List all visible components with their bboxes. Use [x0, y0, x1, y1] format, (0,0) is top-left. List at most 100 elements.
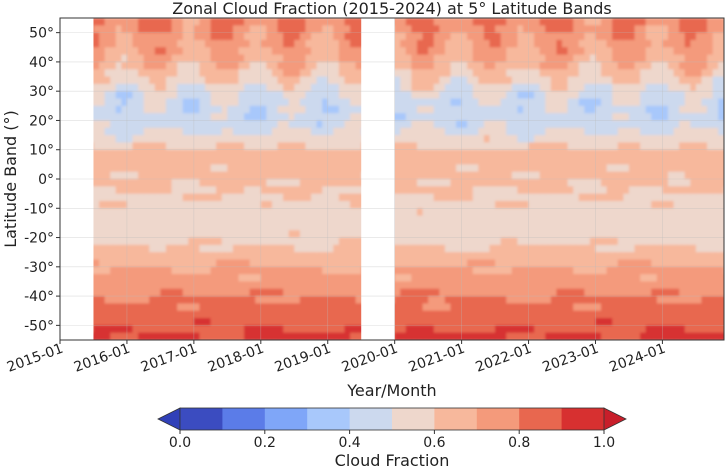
heatmap-cell	[394, 215, 401, 224]
heatmap-cell	[511, 266, 519, 275]
heatmap-cell	[193, 332, 201, 340]
heatmap-cell	[612, 47, 619, 56]
heatmap-cell	[154, 32, 162, 41]
heatmap-cell	[439, 47, 446, 56]
heatmap-cell	[416, 296, 424, 305]
heatmap-cell	[115, 39, 123, 48]
heatmap-cell	[528, 39, 535, 48]
heatmap-cell	[556, 208, 563, 217]
heatmap-cell	[138, 98, 145, 107]
heatmap-cell	[444, 274, 452, 283]
heatmap-cell	[400, 230, 407, 239]
heatmap-cell	[606, 325, 613, 334]
heatmap-cell	[115, 47, 123, 56]
heatmap-cell	[617, 244, 625, 253]
heatmap-cell	[232, 157, 240, 166]
heatmap-cell	[288, 32, 295, 41]
heatmap-cell	[495, 157, 502, 166]
heatmap-cell	[126, 215, 134, 224]
heatmap-cell	[684, 222, 692, 231]
heatmap-cell	[601, 310, 608, 319]
heatmap-cell	[411, 303, 418, 312]
heatmap-cell	[338, 296, 346, 305]
heatmap-cell	[266, 288, 273, 297]
heatmap-cell	[556, 222, 563, 231]
heatmap-cell	[612, 54, 619, 63]
heatmap-cell	[511, 296, 519, 305]
heatmap-cell	[601, 127, 608, 136]
heatmap-cell	[416, 113, 424, 122]
heatmap-cell	[495, 237, 502, 246]
heatmap-cell	[165, 83, 173, 92]
heatmap-cell	[193, 135, 201, 144]
heatmap-cell	[216, 171, 223, 180]
heatmap-cell	[483, 113, 491, 122]
heatmap-cell	[260, 179, 268, 188]
heatmap-cell	[478, 274, 485, 283]
heatmap-cell	[104, 274, 111, 283]
heatmap-cell	[160, 230, 167, 239]
heatmap-cell	[394, 105, 401, 114]
heatmap-cell	[400, 332, 407, 340]
heatmap-cell	[645, 230, 652, 239]
heatmap-cell	[617, 25, 625, 34]
heatmap-cell	[138, 230, 145, 239]
heatmap-cell	[177, 142, 184, 151]
heatmap-cell	[601, 274, 608, 283]
heatmap-cell	[121, 142, 128, 151]
heatmap-cell	[556, 32, 563, 41]
heatmap-cell	[562, 171, 569, 180]
heatmap-cell	[221, 230, 229, 239]
heatmap-cell	[277, 237, 284, 246]
heatmap-cell	[456, 91, 463, 100]
heatmap-cell	[573, 171, 580, 180]
heatmap-cell	[573, 274, 580, 283]
heatmap-cell	[606, 274, 613, 283]
heatmap-cell	[193, 91, 201, 100]
heatmap-cell	[623, 127, 630, 136]
heatmap-cell	[545, 237, 552, 246]
heatmap-cell	[467, 303, 474, 312]
heatmap-cell	[160, 288, 167, 297]
heatmap-cell	[333, 47, 340, 56]
heatmap-cell	[132, 179, 139, 188]
heatmap-cell	[556, 200, 563, 209]
heatmap-cell	[556, 164, 563, 173]
heatmap-cell	[651, 325, 658, 334]
heatmap-cell	[283, 135, 290, 144]
heatmap-cell	[684, 149, 692, 158]
heatmap-cell	[528, 266, 535, 275]
heatmap-cell	[690, 120, 697, 129]
heatmap-cell	[227, 208, 234, 217]
heatmap-cell	[350, 200, 357, 209]
heatmap-cell	[539, 32, 546, 41]
heatmap-cell	[199, 179, 206, 188]
heatmap-cell	[640, 69, 647, 78]
heatmap-cell	[679, 318, 686, 327]
heatmap-cell	[188, 310, 195, 319]
heatmap-cell	[160, 266, 167, 275]
heatmap-cell	[623, 164, 630, 173]
heatmap-cell	[327, 274, 335, 283]
heatmap-cell	[679, 105, 686, 114]
heatmap-cell	[422, 222, 429, 231]
heatmap-cell	[444, 113, 452, 122]
heatmap-cell	[132, 18, 139, 27]
heatmap-cell	[578, 18, 586, 27]
heatmap-cell	[522, 61, 530, 70]
heatmap-cell	[578, 244, 586, 253]
heatmap-cell	[595, 310, 602, 319]
heatmap-cell	[132, 76, 139, 85]
heatmap-cell	[612, 39, 619, 48]
heatmap-cell	[573, 230, 580, 239]
heatmap-cell	[517, 215, 524, 224]
heatmap-cell	[623, 193, 630, 202]
heatmap-cell	[271, 230, 279, 239]
heatmap-cell	[444, 281, 452, 290]
heatmap-cell	[299, 266, 307, 275]
heatmap-cell	[472, 222, 480, 231]
heatmap-cell	[232, 332, 240, 340]
heatmap-cell	[277, 47, 284, 56]
heatmap-cell	[99, 164, 106, 173]
heatmap-cell	[121, 127, 128, 136]
